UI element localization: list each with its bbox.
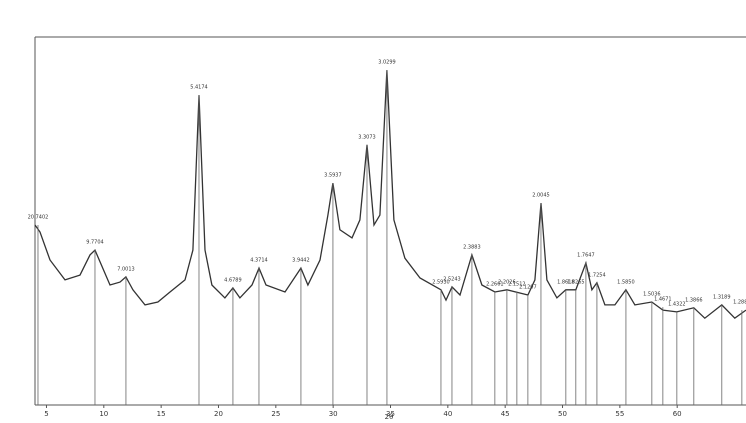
- peak-label: 3.3073: [358, 134, 376, 140]
- peak-label: 2.2026: [498, 279, 516, 285]
- peak-label: 2.1512: [508, 282, 526, 288]
- peak-label: 1.8618: [557, 279, 575, 285]
- peak-label: 5.4174: [190, 85, 208, 91]
- peak-label: 2.3883: [463, 244, 481, 250]
- x-tick-label: 15: [157, 410, 166, 418]
- peak-label: 1.5036: [643, 291, 661, 297]
- peak-label: 1.3189: [713, 294, 731, 300]
- peak-label: 3.5937: [324, 173, 342, 179]
- peak-label: 1.2886: [733, 300, 746, 306]
- peak-label: 1.8265: [567, 279, 585, 285]
- x-tick-label: 20: [214, 410, 223, 418]
- x-tick-label: 25: [271, 410, 280, 418]
- x-tick-label: 5: [44, 410, 48, 418]
- peak-label: 1.7254: [588, 272, 606, 278]
- diffraction-curve: [34, 70, 746, 320]
- peak-label: 1.3866: [685, 297, 703, 303]
- peak-label: 4.6789: [224, 277, 242, 283]
- peak-label: 2.5243: [443, 276, 461, 282]
- peak-label: 2.0045: [532, 192, 550, 198]
- peak-label: 1.7647: [577, 252, 595, 258]
- peak-label: 2.5930: [432, 279, 450, 285]
- x-tick-label: 30: [329, 410, 338, 418]
- peak-label: 1.4671: [654, 297, 672, 303]
- x-tick-label: 35: [386, 410, 395, 418]
- x-tick-label: 10: [99, 410, 108, 418]
- peak-label: 20.7402: [28, 215, 49, 221]
- peak-label: 2.2661: [486, 282, 504, 288]
- x-tick-label: 55: [615, 410, 624, 418]
- x-tick-label: 40: [443, 410, 452, 418]
- peak-label: 7.0013: [117, 266, 135, 272]
- peak-label: 1.4322: [668, 301, 686, 307]
- x-tick-label: 50: [558, 410, 567, 418]
- peak-label: 2.1207: [519, 284, 537, 290]
- peak-label: 1.5850: [617, 279, 635, 285]
- x-tick-label: 45: [501, 410, 510, 418]
- peak-label: 9.7704: [86, 240, 104, 246]
- peak-label: 3.9442: [292, 258, 310, 264]
- x-tick-label: 60: [673, 410, 682, 418]
- peak-label: 3.0299: [378, 60, 396, 66]
- peak-label: 4.3714: [250, 258, 268, 264]
- x-axis-label: 2θ: [385, 413, 394, 421]
